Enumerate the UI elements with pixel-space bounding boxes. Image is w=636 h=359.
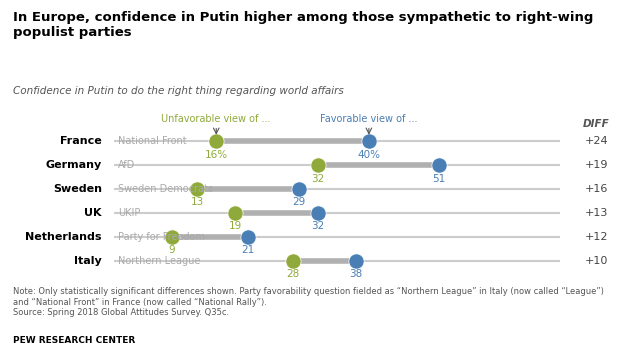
Point [230,210,240,216]
Point [211,138,221,144]
Text: 19: 19 [229,222,242,232]
Text: Netherlands: Netherlands [25,232,102,242]
Text: 38: 38 [350,269,363,279]
Text: PEW RESEARCH CENTER: PEW RESEARCH CENTER [13,336,135,345]
Text: Sweden: Sweden [53,184,102,194]
Text: 13: 13 [191,197,204,208]
Text: 9: 9 [169,245,175,255]
Point [243,234,253,240]
Text: 32: 32 [312,222,324,232]
Text: 28: 28 [286,269,299,279]
Text: Sweden Democrats: Sweden Democrats [118,184,212,194]
Text: 29: 29 [293,197,305,208]
Text: National Front: National Front [118,136,186,146]
Text: +16: +16 [584,184,608,194]
Text: 16%: 16% [205,150,228,160]
Text: 51: 51 [432,173,445,183]
Text: Unfavorable view of ...: Unfavorable view of ... [162,115,271,125]
Text: Confidence in Putin to do the right thing regarding world affairs: Confidence in Putin to do the right thin… [13,86,343,96]
Text: UKIP: UKIP [118,208,140,218]
Text: Germany: Germany [46,160,102,170]
Text: 40%: 40% [357,150,380,160]
Text: +12: +12 [584,232,608,242]
Point [313,210,323,216]
Text: +24: +24 [584,136,608,146]
Point [313,162,323,168]
Text: AfD: AfD [118,160,135,170]
Text: 32: 32 [312,173,324,183]
Point [364,138,374,144]
Text: UK: UK [84,208,102,218]
Text: +19: +19 [584,160,608,170]
Point [294,186,304,192]
Text: DIFF: DIFF [583,119,610,129]
Text: France: France [60,136,102,146]
Point [434,162,444,168]
Point [287,258,298,264]
Point [167,234,177,240]
Text: Party for Freedom: Party for Freedom [118,232,205,242]
Text: +13: +13 [584,208,608,218]
Point [192,186,202,192]
Text: Italy: Italy [74,256,102,266]
Text: Favorable view of ...: Favorable view of ... [320,115,418,125]
Text: Note: Only statistically significant differences shown. Party favorability quest: Note: Only statistically significant dif… [13,287,604,317]
Text: In Europe, confidence in Putin higher among those sympathetic to right-wing
popu: In Europe, confidence in Putin higher am… [13,11,593,39]
Text: +10: +10 [584,256,608,266]
Point [351,258,361,264]
Text: 21: 21 [242,245,254,255]
Text: Northern League: Northern League [118,256,200,266]
